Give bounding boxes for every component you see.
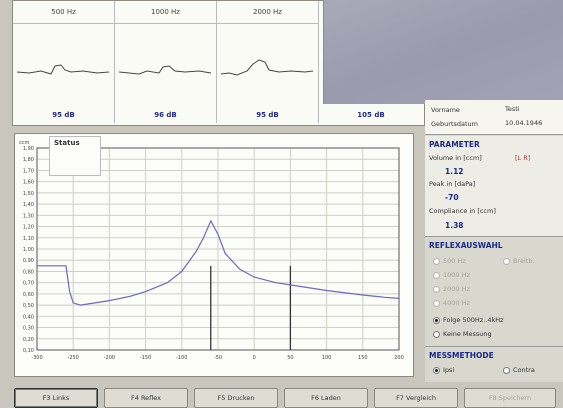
overlapping-window[interactable] <box>323 0 563 104</box>
y-tick-label: 0,30 <box>23 326 34 332</box>
radio-ipsi[interactable]: Ipsi <box>433 366 454 374</box>
x-tick-label: -150 <box>140 355 151 361</box>
y-tick-label: 1,90 <box>23 146 34 152</box>
vorname-value: Testi <box>505 105 520 113</box>
geburtsdatum-label: Geburtsdatum <box>431 120 478 128</box>
y-tick-label: 0,60 <box>23 292 34 298</box>
freq-label: 1000 Hz <box>115 1 216 24</box>
freq-cell-1000: 1000 Hz 96 dB <box>115 1 217 123</box>
geburtsdatum-value: 10.04.1946 <box>505 119 543 127</box>
y-tick-label: 0,40 <box>23 314 34 320</box>
freq-label: 2000 Hz <box>217 1 318 24</box>
x-tick-label: -300 <box>31 355 42 361</box>
freq-db: 105 dB <box>357 111 385 119</box>
radio-contra[interactable]: Contra <box>503 366 535 374</box>
radio-breitband[interactable]: Breitb. <box>503 257 535 265</box>
y-tick-label: 1,70 <box>23 168 34 174</box>
parameter-title: PARAMETER <box>429 140 480 149</box>
f4-reflex-button[interactable]: F4 Reflex <box>104 388 188 408</box>
y-tick-label: 1,10 <box>23 236 34 242</box>
x-tick-label: 0 <box>253 355 256 361</box>
radio-2000hz[interactable]: 2000 Hz <box>433 285 470 293</box>
x-tick-label: 150 <box>358 355 368 361</box>
y-tick-label: 0,10 <box>23 348 34 354</box>
peak-value: -70 <box>445 193 459 202</box>
y-tick-label: 1,60 <box>23 180 34 186</box>
radio-1000hz[interactable]: 1000 Hz <box>433 271 470 279</box>
f6-laden-button[interactable]: F6 Laden <box>284 388 368 408</box>
x-tick-label: -200 <box>104 355 115 361</box>
x-tick-label: 200 <box>394 355 404 361</box>
y-tick-label: 0,90 <box>23 258 34 264</box>
reflexauswahl-title: REFLEXAUSWAHL <box>429 241 503 250</box>
y-tick-label: 1,40 <box>23 202 34 208</box>
y-tick-label: 1,20 <box>23 225 34 231</box>
y-tick-label: 1,00 <box>23 247 34 253</box>
radio-keine-messung[interactable]: Keine Messung <box>433 330 492 338</box>
volume-value: 1.12 <box>445 167 464 176</box>
freq-cell-4000: 105 dB <box>319 1 423 123</box>
x-tick-label: 50 <box>287 355 293 361</box>
radio-500hz[interactable]: 500 Hz <box>433 257 466 265</box>
reflex-waveform <box>220 59 314 76</box>
status-box: Status <box>49 136 101 176</box>
x-tick-label: -250 <box>68 355 79 361</box>
tympanogram-panel: -300 -250 -200 -150 -100 -50 0 50 100 150 200 1,90 1… <box>14 133 414 377</box>
f5-drucken-button[interactable]: F5 Drucken <box>194 388 278 408</box>
x-tick-label: -50 <box>214 355 222 361</box>
reflexauswahl-section: REFLEXAUSWAHL 500 Hz Breitb. 1000 Hz 200… <box>425 238 563 347</box>
info-panel: Vorname Testi Geburtsdatum 10.04.1946 PA… <box>425 100 563 382</box>
y-tick-label: 1,50 <box>23 191 34 197</box>
f8-speichern-button[interactable]: F8 Speichern <box>464 388 556 408</box>
reflex-waveform <box>118 65 212 75</box>
peak-label: Peak in [daPa] <box>429 180 476 188</box>
plot-area <box>36 147 400 351</box>
freq-cell-2000: 2000 Hz 95 dB <box>217 1 319 123</box>
y-tick-label: 1,30 <box>23 213 34 219</box>
compliance-label: Compliance in [ccm] <box>429 207 496 215</box>
freq-db: 95 dB <box>256 111 279 119</box>
parameter-section: PARAMETER Volume in [ccm] [L R] 1.12 Pea… <box>425 136 563 237</box>
radio-4000hz[interactable]: 4000 Hz <box>433 299 470 307</box>
y-tick-label: 0,70 <box>23 281 34 287</box>
messmethode-title: MESSMETHODE <box>429 351 494 360</box>
y-tick-label: 0,20 <box>23 337 34 343</box>
radio-folge[interactable]: Folge 500Hz..4kHz <box>433 316 504 324</box>
tympanogram-chart: -300 -250 -200 -150 -100 -50 0 50 100 150 200 1,90 1… <box>19 140 404 361</box>
tympanogram-curve <box>37 219 400 306</box>
y-axis-label: ccm <box>19 140 29 146</box>
f3-links-button[interactable]: F3 Links <box>14 388 98 408</box>
freq-db: 95 dB <box>52 111 75 119</box>
freq-cell-500: 500 Hz 95 dB <box>13 1 115 123</box>
reflex-waveform <box>16 64 110 75</box>
y-tick-label: 1,80 <box>23 157 34 163</box>
patient-info: Vorname Testi Geburtsdatum 10.04.1946 <box>425 100 563 135</box>
status-label: Status <box>54 139 80 147</box>
vorname-label: Vorname <box>431 106 460 114</box>
compliance-value: 1.38 <box>445 221 464 230</box>
x-tick-label: -100 <box>176 355 187 361</box>
messmethode-section: MESSMETHODE Ipsi Contra <box>425 348 563 382</box>
y-tick-label: 0,80 <box>23 269 34 275</box>
freq-label: 500 Hz <box>13 1 114 24</box>
x-tick-label: 100 <box>322 355 332 361</box>
freq-db: 96 dB <box>154 111 177 119</box>
f7-vergleich-button[interactable]: F7 Vergleich <box>374 388 458 408</box>
ear-tag: [L R] <box>515 154 531 162</box>
volume-label: Volume in [ccm] <box>429 154 482 162</box>
y-tick-label: 0,50 <box>23 303 34 309</box>
